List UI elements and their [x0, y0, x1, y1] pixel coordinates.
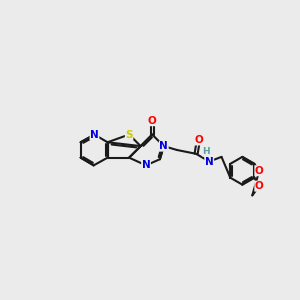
Text: S: S	[125, 130, 133, 140]
Text: N: N	[159, 141, 168, 151]
Text: O: O	[194, 135, 203, 145]
Text: N: N	[142, 160, 150, 170]
Text: O: O	[148, 116, 157, 126]
Text: H: H	[202, 147, 210, 156]
Text: O: O	[255, 181, 264, 191]
Text: O: O	[255, 166, 264, 176]
Text: N: N	[90, 130, 99, 140]
Text: N: N	[205, 157, 214, 166]
